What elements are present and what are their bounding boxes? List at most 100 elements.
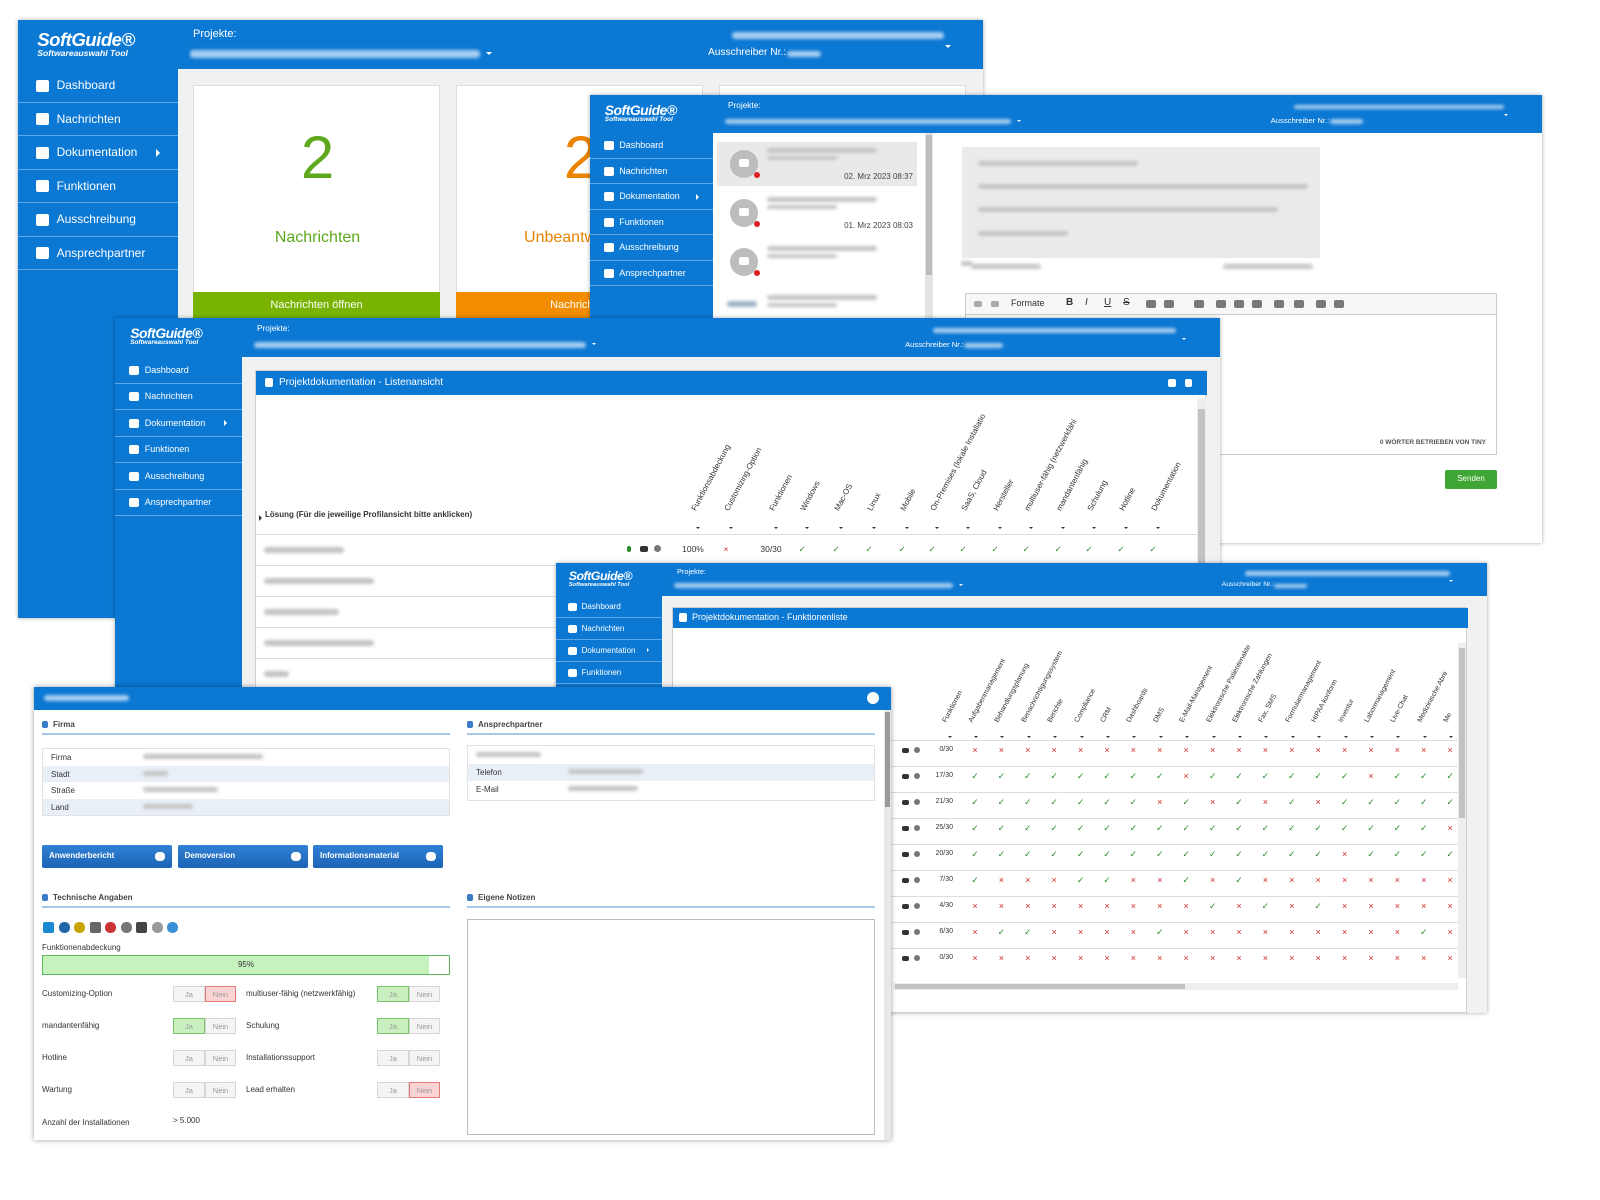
caret bbox=[1449, 579, 1453, 582]
function-cell: × bbox=[1368, 927, 1374, 937]
message-item[interactable]: 02. Mrz 2023 08:37 bbox=[717, 142, 917, 186]
format-dropdown[interactable]: Formate bbox=[1011, 298, 1045, 308]
toggle-option[interactable]: Nein bbox=[204, 1082, 236, 1098]
icon bbox=[739, 159, 749, 167]
column-header[interactable]: Inventur bbox=[1337, 698, 1356, 724]
nav-item[interactable]: Funktionen bbox=[115, 437, 242, 463]
column-header[interactable]: HIPAA konform bbox=[1310, 678, 1340, 724]
nav-item[interactable]: Dashboard bbox=[590, 133, 713, 159]
toggle-label: Lead erhalten bbox=[246, 1085, 295, 1094]
action-button[interactable]: Demoversion bbox=[177, 845, 308, 868]
nav-item[interactable]: Dashboard bbox=[18, 69, 178, 103]
function-count: 6/30 bbox=[939, 928, 953, 935]
redacted-text bbox=[978, 231, 1068, 236]
column-header[interactable]: Elektronische Patientenakte bbox=[1205, 643, 1253, 724]
caret bbox=[1124, 527, 1128, 529]
column-header[interactable]: SaaS, Cloud bbox=[959, 468, 989, 513]
message-item[interactable] bbox=[717, 240, 917, 284]
editor-tool[interactable]: I bbox=[1085, 297, 1088, 308]
toggle-option[interactable]: Nein bbox=[204, 1050, 236, 1066]
nav-item[interactable]: Funktionen bbox=[590, 210, 713, 235]
column-header[interactable]: Mac-OS bbox=[832, 482, 855, 513]
function-count: 4/30 bbox=[939, 902, 953, 909]
column-header[interactable]: Windows bbox=[798, 479, 822, 513]
editor-tool[interactable]: S bbox=[1123, 297, 1130, 308]
icon bbox=[35, 180, 50, 193]
nav-item[interactable]: Ansprechpartner bbox=[18, 237, 178, 270]
column-header[interactable]: Customizing-Option bbox=[722, 446, 764, 513]
nav-item[interactable]: Funktionen bbox=[556, 662, 662, 684]
column-header[interactable]: Funktionen bbox=[941, 689, 965, 724]
toggle-option[interactable]: Nein bbox=[408, 986, 440, 1002]
nav-item[interactable]: Ausschreibung bbox=[115, 463, 242, 490]
toggle-option[interactable]: Ja bbox=[173, 1050, 205, 1066]
action-label: Informationsmaterial bbox=[320, 851, 400, 860]
toggle-option[interactable]: Nein bbox=[204, 1018, 236, 1034]
column-header[interactable]: On-Premises (lokale Installatio bbox=[928, 412, 988, 513]
message-item[interactable]: 01. Mrz 2023 08:03 bbox=[717, 191, 917, 235]
function-cell: × bbox=[1051, 953, 1057, 963]
toggle-option[interactable]: Ja bbox=[377, 1082, 409, 1098]
column-header[interactable]: Dashboards bbox=[1125, 687, 1150, 724]
function-cell: ✓ bbox=[1393, 797, 1402, 807]
column-header[interactable]: Fax, SMS bbox=[1257, 693, 1279, 724]
column-header[interactable]: mandantenfähig bbox=[1054, 457, 1090, 513]
nav-item[interactable]: Dashboard bbox=[115, 357, 242, 384]
nav-item[interactable]: Ausschreibung bbox=[590, 235, 713, 261]
column-header[interactable]: Hersteller bbox=[991, 477, 1016, 513]
nav-label: Dokumentation bbox=[581, 646, 636, 656]
toggle-option[interactable]: Nein bbox=[408, 1050, 440, 1066]
toggle-option[interactable]: Nein bbox=[408, 1082, 440, 1098]
nav-item[interactable]: Dokumentation bbox=[115, 410, 242, 437]
nav-item[interactable]: Funktionen bbox=[18, 170, 178, 203]
toggle-label: Schulung bbox=[246, 1021, 280, 1030]
nav-item[interactable]: Dokumentation bbox=[590, 184, 713, 210]
column-header[interactable]: Schulung bbox=[1085, 478, 1110, 513]
nav-item[interactable]: Ansprechpartner bbox=[115, 490, 242, 516]
nav-item[interactable]: Dashboard bbox=[556, 596, 662, 618]
notes-textarea[interactable] bbox=[467, 919, 875, 1135]
column-header[interactable]: Live-Chat bbox=[1389, 693, 1411, 724]
nav-item[interactable]: Dokumentation bbox=[18, 136, 178, 170]
column-header[interactable]: Hotline bbox=[1117, 486, 1138, 513]
nav-item[interactable]: Nachrichten bbox=[556, 618, 662, 640]
nav-label: Funktionen bbox=[581, 668, 622, 678]
toggle-option[interactable]: Ja bbox=[173, 1018, 205, 1034]
column-header[interactable]: Funktionen bbox=[767, 473, 795, 513]
column-header[interactable]: Dokumentation bbox=[1149, 460, 1183, 513]
column-header[interactable]: DMS bbox=[1152, 706, 1166, 724]
column-header[interactable]: Me bbox=[1442, 711, 1454, 724]
column-header[interactable]: Compliance bbox=[1073, 687, 1097, 724]
action-button[interactable]: Informationsmaterial bbox=[313, 845, 443, 868]
column-header[interactable]: Berichte bbox=[1046, 697, 1066, 724]
nav-item[interactable]: Nachrichten bbox=[590, 159, 713, 184]
action-button[interactable]: Anwenderbericht bbox=[42, 845, 172, 868]
close-button[interactable] bbox=[867, 692, 879, 704]
column-header[interactable]: CRM bbox=[1099, 706, 1114, 724]
logo: SoftGuide® bbox=[37, 28, 135, 50]
nav-item[interactable]: Nachrichten bbox=[115, 384, 242, 410]
nav-label: Nachrichten bbox=[56, 111, 121, 126]
nav-item[interactable]: Dokumentation bbox=[556, 640, 662, 662]
editor-tool[interactable]: B bbox=[1066, 297, 1074, 308]
column-header[interactable]: Linux bbox=[865, 491, 883, 513]
nav-item[interactable]: Ausschreibung bbox=[18, 203, 178, 237]
table-row: Telefon bbox=[468, 764, 874, 781]
icon bbox=[914, 747, 920, 753]
nav-item[interactable]: Nachrichten bbox=[18, 103, 178, 136]
send-button[interactable]: Senden bbox=[1445, 470, 1497, 489]
toggle-option[interactable]: Ja bbox=[173, 1082, 205, 1098]
redacted-text bbox=[190, 50, 480, 58]
toggle-option[interactable]: Ja bbox=[377, 986, 409, 1002]
function-cell: ✓ bbox=[1420, 927, 1428, 937]
toggle-option[interactable]: Ja bbox=[173, 986, 205, 1002]
toggle-option[interactable]: Ja bbox=[377, 1050, 409, 1066]
nav-item[interactable]: Ansprechpartner bbox=[590, 261, 713, 286]
column-header[interactable]: Mobile bbox=[898, 487, 918, 513]
function-cell: ✓ bbox=[1024, 771, 1032, 781]
toggle-option[interactable]: Nein bbox=[408, 1018, 440, 1034]
editor-tool[interactable]: U bbox=[1104, 297, 1112, 308]
toggle-option[interactable]: Ja bbox=[377, 1018, 409, 1034]
function-cell: ✓ bbox=[1024, 797, 1032, 807]
toggle-option[interactable]: Nein bbox=[204, 986, 236, 1002]
